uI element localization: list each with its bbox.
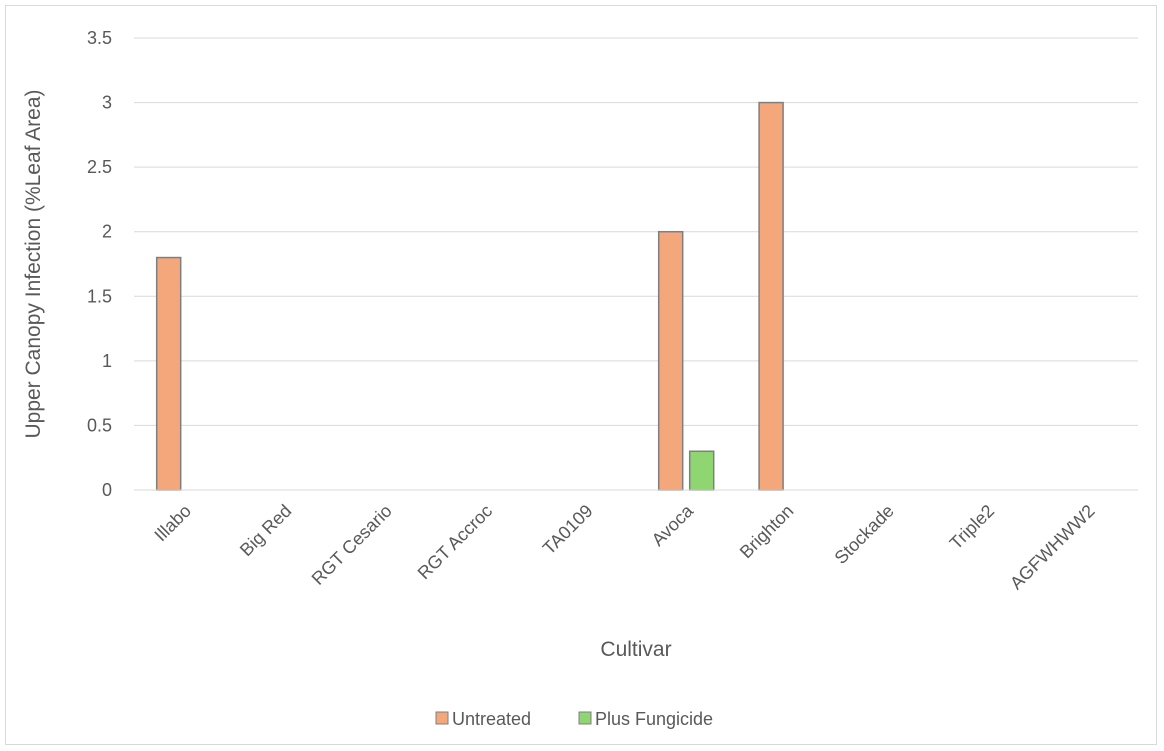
bar-untreated-illabo xyxy=(155,256,182,491)
x-tick-label: TA0109 xyxy=(539,501,597,559)
x-tick-label: AGFWHWW2 xyxy=(1006,501,1099,594)
y-tick-label: 0.5 xyxy=(87,415,112,435)
x-axis-title: Cultivar xyxy=(600,638,671,661)
bar-untreated-brighton xyxy=(758,101,784,491)
y-axis-title: Upper Canopy Infection (%Leaf Area) xyxy=(22,89,45,438)
y-tick-label: 2.5 xyxy=(87,157,112,177)
x-tick-label: Avoca xyxy=(648,500,698,550)
legend-label-plus-fungicide: Plus Fungicide xyxy=(595,709,713,729)
y-axis-tick-labels: 0 0.5 1 1.5 2 2.5 3 3.5 xyxy=(87,28,112,500)
y-tick-label: 2 xyxy=(102,222,112,242)
x-tick-label: RGT Cesario xyxy=(308,501,396,589)
x-tick-label: Triple2 xyxy=(946,501,999,554)
bars xyxy=(155,101,784,491)
bar-untreated-avoca xyxy=(657,230,684,491)
x-tick-label: Stockade xyxy=(831,501,898,568)
y-tick-label: 1.5 xyxy=(87,286,112,306)
legend-swatch-plus-fungicide xyxy=(578,711,592,725)
legend: Untreated Plus Fungicide xyxy=(435,709,713,729)
bar-plus-fungicide-avoca xyxy=(688,450,715,491)
y-tick-label: 3 xyxy=(102,93,112,113)
x-axis-tick-labels: Illabo Big Red RGT Cesario RGT Accroc TA0109… xyxy=(150,500,1098,593)
y-tick-label: 3.5 xyxy=(87,28,112,48)
legend-label-untreated: Untreated xyxy=(452,709,531,729)
x-tick-label: RGT Accroc xyxy=(414,501,497,584)
y-tick-label: 1 xyxy=(102,351,112,371)
y-tick-label: 0 xyxy=(102,480,112,500)
x-tick-label: Big Red xyxy=(236,501,295,560)
x-tick-label: Brighton xyxy=(736,501,798,563)
legend-swatch-untreated xyxy=(435,711,449,725)
gridlines xyxy=(134,37,1138,426)
x-tick-label: Illabo xyxy=(150,501,195,546)
chart-area xyxy=(5,5,1157,745)
